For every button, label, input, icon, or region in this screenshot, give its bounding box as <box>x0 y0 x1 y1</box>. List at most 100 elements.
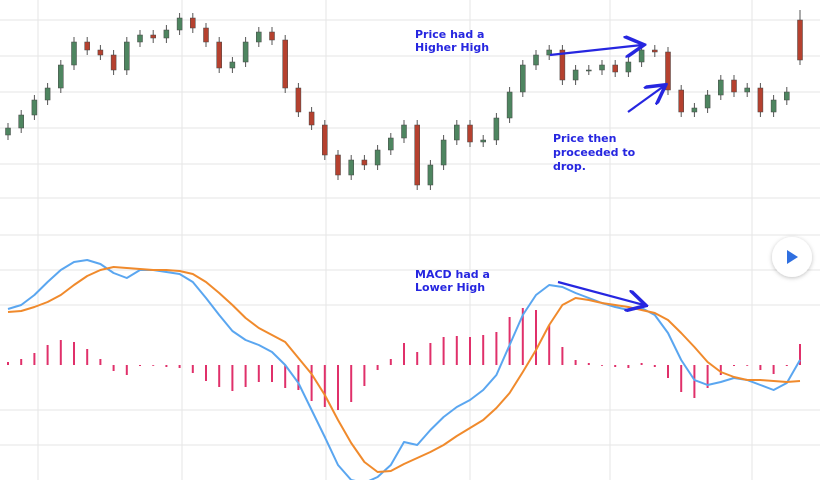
histogram-bar <box>165 365 168 367</box>
candle-body <box>335 154 341 176</box>
histogram-bar <box>403 343 405 365</box>
histogram-bar <box>508 317 511 365</box>
candle-body <box>599 64 605 71</box>
candle-body <box>612 64 618 73</box>
candle-body <box>731 79 737 93</box>
histogram-bar <box>46 345 49 365</box>
candle-body <box>718 79 724 96</box>
candle-body <box>454 124 460 141</box>
candle-body <box>282 39 288 89</box>
annotation: Price had a <box>415 28 484 41</box>
play-icon[interactable] <box>787 250 798 264</box>
histogram-bar <box>20 359 23 365</box>
histogram-bar <box>59 340 62 365</box>
play-button[interactable] <box>772 237 812 277</box>
candle-body <box>203 27 209 43</box>
histogram-bar <box>218 365 221 387</box>
histogram-bar <box>693 365 696 398</box>
candle-body <box>322 124 328 156</box>
candle-body <box>388 137 394 151</box>
histogram-bar <box>535 310 537 365</box>
annotation: proceeded to <box>553 146 636 159</box>
candle-body <box>97 49 104 56</box>
histogram-bar <box>244 365 247 387</box>
histogram-bar <box>719 365 722 375</box>
histogram-bar <box>746 365 749 366</box>
histogram-bar <box>178 365 181 368</box>
histogram-bar <box>191 365 194 373</box>
histogram-bar <box>271 365 273 382</box>
candle-body <box>31 99 38 116</box>
histogram-bar <box>706 365 709 388</box>
candle-body <box>44 87 51 101</box>
candle-body <box>665 51 671 91</box>
candle-body <box>546 49 552 56</box>
candle-body <box>427 164 434 186</box>
candle-body <box>229 61 236 69</box>
histogram-bar <box>495 332 498 365</box>
arrow <box>549 45 642 55</box>
candle-body <box>84 41 90 51</box>
annotation: drop. <box>553 160 586 173</box>
candle-body <box>480 139 486 143</box>
candle-body <box>150 34 156 39</box>
histogram-bar <box>257 365 260 382</box>
candle-body <box>652 49 658 53</box>
candle-body <box>269 31 275 41</box>
histogram-bar <box>455 336 458 365</box>
candle-body <box>71 41 77 66</box>
histogram-bar <box>323 365 326 407</box>
histogram-bar <box>139 365 141 366</box>
histogram-bar <box>389 359 392 365</box>
histogram-bar <box>680 365 683 392</box>
histogram-bar <box>601 365 603 366</box>
candle-body <box>784 91 790 101</box>
marks <box>5 10 803 480</box>
arrow <box>557 280 644 305</box>
macd-line <box>7 266 801 473</box>
histogram-bar <box>627 365 630 368</box>
histogram-bar <box>667 365 669 378</box>
candle-body <box>256 31 262 43</box>
candle-body <box>559 49 566 81</box>
candle-body <box>520 64 526 93</box>
annotation: Lower High <box>415 281 485 294</box>
annotation: Higher High <box>415 41 489 54</box>
candle-body <box>506 91 513 119</box>
histogram-bar <box>733 365 735 366</box>
candle-body <box>110 54 117 71</box>
histogram-bar <box>310 365 313 401</box>
candle-body <box>744 87 750 93</box>
histogram-bar <box>86 349 89 365</box>
candle-body <box>704 94 711 109</box>
histogram-bar <box>152 365 155 366</box>
histogram-bar <box>653 365 656 367</box>
histogram-bar <box>759 365 762 370</box>
candle-body <box>58 64 64 89</box>
candle-body <box>638 49 645 63</box>
candle-body <box>163 29 170 39</box>
candle-body <box>308 111 315 126</box>
candle-body <box>467 124 473 143</box>
candle-body <box>414 124 420 186</box>
histogram-bar <box>574 360 577 365</box>
histogram-bar <box>205 365 207 381</box>
candle-body <box>757 87 764 113</box>
histogram-bar <box>297 365 300 390</box>
histogram-bar <box>284 365 287 388</box>
histogram-bar <box>561 347 564 365</box>
candle-body <box>216 41 222 69</box>
histogram-bar <box>125 365 128 375</box>
histogram-bar <box>587 363 590 365</box>
histogram-bar <box>482 335 485 365</box>
histogram-bar <box>442 337 445 365</box>
histogram-bar <box>416 352 419 365</box>
histogram-bar <box>112 365 115 371</box>
histogram-bar <box>376 365 379 370</box>
candle-body <box>572 69 579 81</box>
candle-body <box>678 89 684 113</box>
histogram-bar <box>99 359 102 365</box>
histogram-bar <box>640 363 643 365</box>
histogram-bar <box>7 362 9 365</box>
